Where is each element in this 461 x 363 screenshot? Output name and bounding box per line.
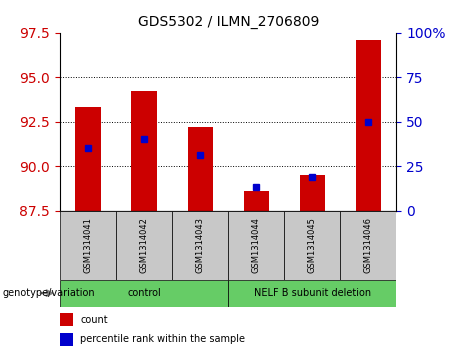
Text: control: control <box>127 288 161 298</box>
Text: GSM1314045: GSM1314045 <box>308 217 317 273</box>
Bar <box>60 280 228 307</box>
Bar <box>188 127 213 211</box>
Title: GDS5302 / ILMN_2706809: GDS5302 / ILMN_2706809 <box>137 15 319 29</box>
Bar <box>228 280 396 307</box>
Text: percentile rank within the sample: percentile rank within the sample <box>80 334 245 344</box>
Bar <box>116 211 172 280</box>
Bar <box>60 313 73 326</box>
Text: count: count <box>80 315 108 325</box>
Text: GSM1314042: GSM1314042 <box>140 217 148 273</box>
Bar <box>340 211 396 280</box>
Bar <box>300 175 325 211</box>
Bar <box>131 91 157 211</box>
Bar <box>228 211 284 280</box>
Bar <box>284 211 340 280</box>
Bar <box>75 107 100 211</box>
Bar <box>60 333 73 346</box>
Text: NELF B subunit deletion: NELF B subunit deletion <box>254 288 371 298</box>
Text: GSM1314041: GSM1314041 <box>83 217 93 273</box>
Text: GSM1314046: GSM1314046 <box>364 217 373 273</box>
Text: GSM1314044: GSM1314044 <box>252 217 261 273</box>
Text: GSM1314043: GSM1314043 <box>195 217 205 273</box>
Bar <box>356 40 381 211</box>
Text: genotype/variation: genotype/variation <box>2 288 95 298</box>
Bar <box>60 211 116 280</box>
Bar <box>172 211 228 280</box>
Bar <box>243 191 269 211</box>
